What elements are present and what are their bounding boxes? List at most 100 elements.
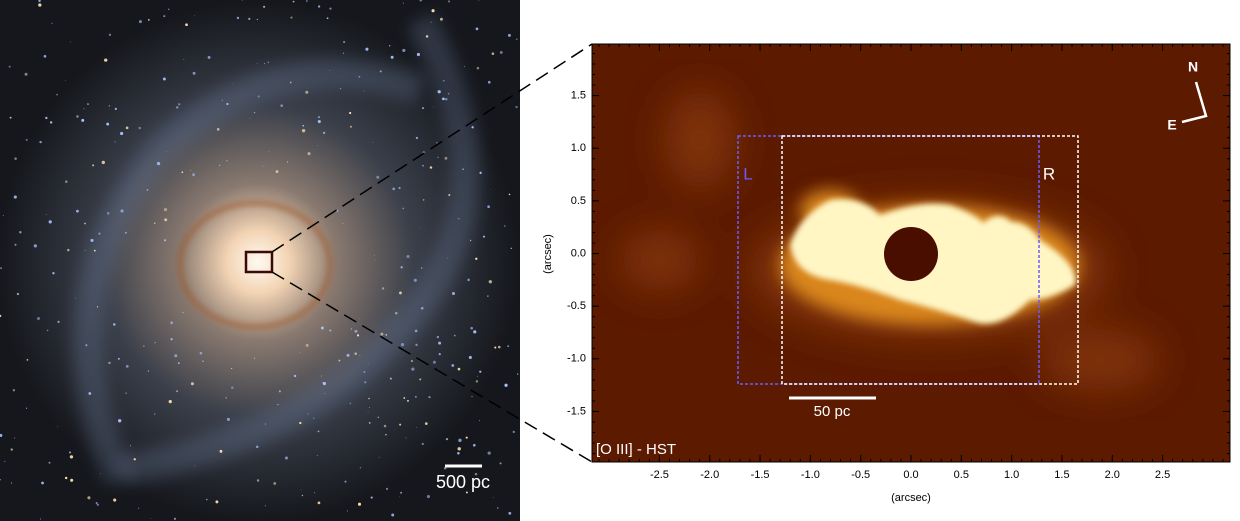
star	[113, 323, 116, 326]
star	[48, 461, 51, 464]
star	[448, 193, 451, 197]
star	[70, 478, 74, 482]
star	[499, 50, 503, 54]
star	[125, 392, 127, 394]
star	[491, 52, 495, 56]
star	[405, 437, 407, 439]
star	[426, 495, 430, 499]
star	[503, 225, 506, 227]
star	[402, 48, 406, 53]
star	[33, 244, 38, 248]
star	[84, 222, 86, 225]
star	[419, 378, 422, 381]
star	[437, 90, 441, 94]
star	[476, 66, 480, 70]
star	[317, 430, 320, 433]
star	[442, 97, 445, 101]
star	[479, 171, 482, 175]
x-tick-label: -1.5	[751, 469, 770, 481]
star	[108, 105, 110, 107]
compass-e: E	[1167, 117, 1176, 133]
star	[410, 359, 414, 363]
star	[236, 16, 240, 20]
galaxy-image: 500 pc	[0, 0, 520, 521]
star	[221, 99, 223, 101]
star	[150, 517, 152, 519]
star	[415, 343, 418, 346]
star	[38, 3, 42, 7]
x-tick-label: -0.5	[851, 469, 870, 481]
star	[106, 122, 110, 126]
star	[76, 115, 79, 118]
star	[400, 266, 403, 269]
star	[489, 189, 491, 191]
star	[174, 354, 178, 358]
star	[406, 254, 410, 259]
star	[96, 503, 99, 506]
star	[193, 15, 195, 16]
star	[400, 491, 403, 494]
star	[231, 83, 233, 84]
star	[385, 433, 387, 436]
star	[451, 364, 455, 367]
star	[83, 108, 85, 110]
star	[499, 462, 502, 465]
star	[346, 510, 348, 512]
star	[444, 97, 448, 101]
star	[370, 496, 373, 499]
star	[84, 249, 86, 251]
star	[147, 19, 150, 21]
star	[108, 361, 111, 365]
star	[52, 272, 55, 275]
star	[447, 257, 448, 259]
star	[517, 373, 519, 375]
occulting-mask	[884, 227, 938, 281]
star	[90, 238, 94, 242]
star	[367, 411, 369, 413]
star	[226, 417, 230, 421]
y-tick-label: 1.0	[571, 142, 586, 154]
y-axis-label: (arcsec)	[542, 234, 554, 274]
star	[253, 357, 256, 359]
star	[428, 396, 431, 399]
star	[293, 374, 297, 378]
x-tick-label: 0.5	[954, 469, 969, 481]
star	[458, 218, 460, 220]
star	[447, 93, 450, 95]
star	[421, 442, 424, 446]
star	[487, 80, 491, 84]
star	[407, 399, 409, 402]
star	[262, 165, 264, 167]
star	[290, 16, 293, 19]
star	[414, 329, 418, 333]
panel-label: [O III] - HST	[596, 441, 676, 458]
star	[430, 21, 432, 23]
star	[339, 88, 342, 90]
star	[457, 367, 461, 371]
star	[508, 193, 511, 196]
star	[205, 498, 208, 501]
star	[385, 334, 388, 336]
star	[219, 449, 223, 453]
star	[41, 481, 44, 485]
star	[146, 188, 149, 191]
star	[349, 111, 352, 115]
star	[350, 125, 352, 128]
star	[69, 455, 74, 459]
star	[120, 209, 124, 213]
star	[317, 145, 318, 146]
star	[162, 77, 166, 81]
star	[359, 467, 361, 469]
star	[376, 175, 380, 179]
star	[354, 329, 358, 333]
zoom-lines	[271, 43, 593, 463]
star	[87, 103, 89, 105]
star	[359, 318, 361, 320]
star	[378, 456, 380, 458]
star	[25, 407, 28, 409]
star	[118, 419, 122, 423]
star	[173, 517, 176, 520]
star	[199, 351, 203, 355]
star	[113, 498, 117, 502]
star	[106, 211, 110, 215]
